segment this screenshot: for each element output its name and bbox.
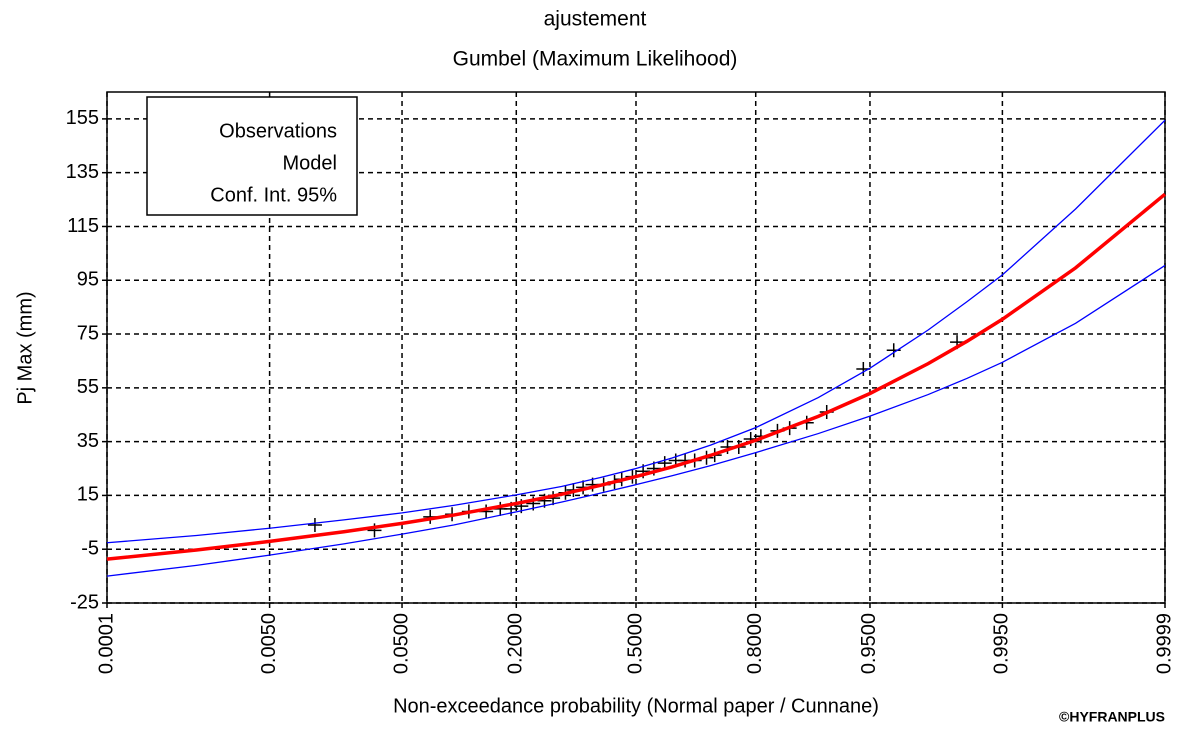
x-tick-label: 0.5000 xyxy=(624,613,646,674)
y-tick-label: 115 xyxy=(67,215,99,237)
credit: ©HYFRANPLUS xyxy=(1059,709,1165,725)
y-tick-label: 75 xyxy=(77,322,99,344)
y-tick-label: 55 xyxy=(77,376,99,398)
x-tick-label: 0.0500 xyxy=(390,613,412,674)
y-tick-label: -25 xyxy=(70,591,99,613)
x-tick-label: 0.9999 xyxy=(1153,613,1175,674)
x-axis-label: Non-exceedance probability (Normal paper… xyxy=(393,695,879,717)
y-tick-label: -5 xyxy=(81,537,99,559)
x-tick-label: 0.8000 xyxy=(744,613,766,674)
plot-frame xyxy=(106,91,1166,604)
curve xyxy=(106,192,1167,561)
y-tick-label: 135 xyxy=(66,161,99,183)
y-tick-label: 95 xyxy=(77,269,99,291)
x-tick-label: 0.9950 xyxy=(991,613,1013,674)
y-tick-label: 155 xyxy=(66,107,99,129)
x-tick-label: 0.2000 xyxy=(505,613,527,674)
observation xyxy=(307,518,322,533)
curve xyxy=(106,264,1166,577)
legend-box xyxy=(146,96,358,216)
y-tick-label: 35 xyxy=(77,430,99,452)
curve xyxy=(106,119,1166,544)
y-axis-label: Pj Max (mm) xyxy=(14,291,36,404)
x-tick-label: 0.0050 xyxy=(258,613,280,674)
x-tick-label: 0.9500 xyxy=(858,613,880,674)
chart-subtitle: Gumbel (Maximum Likelihood) xyxy=(453,48,738,71)
legend-label: Model xyxy=(283,152,337,174)
legend-label: Observations xyxy=(219,120,337,142)
legend-label: Conf. Int. 95% xyxy=(210,184,337,206)
x-tick-label: 0.0001 xyxy=(95,613,117,674)
y-tick-label: 15 xyxy=(77,484,99,506)
chart-title: ajustement xyxy=(544,8,647,31)
